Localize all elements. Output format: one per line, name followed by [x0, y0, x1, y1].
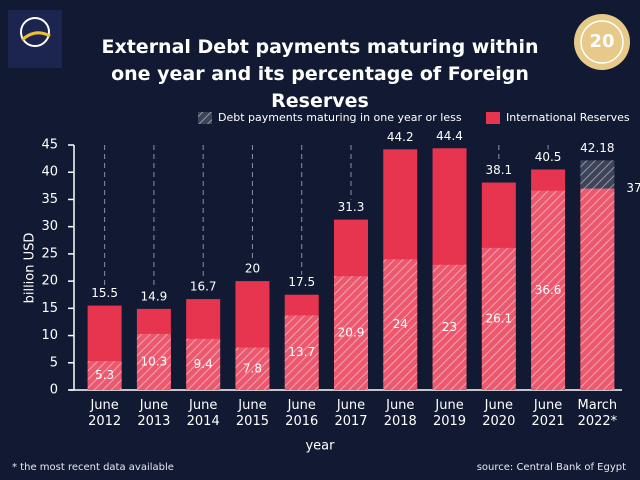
footnote: * the most recent data available [12, 462, 174, 473]
x-tick-label: June 2014 [186, 398, 220, 429]
reserves-value-label: 17.5 [288, 275, 315, 289]
reserves-value-label: 31.3 [338, 200, 365, 214]
legend-label: Debt payments maturing in one year or le… [218, 111, 462, 124]
debt-value-label: 7.8 [243, 361, 262, 375]
x-tick-label: June 2020 [482, 398, 516, 429]
y-tick-label: 15 [41, 301, 58, 316]
badge-text: 20 [589, 31, 614, 52]
debt-bar [580, 160, 615, 390]
y-tick-label: 0 [50, 383, 58, 398]
y-tick-label: 25 [41, 246, 58, 261]
x-tick-label: June 2016 [285, 398, 319, 429]
debt-value-label: 26.1 [485, 311, 512, 325]
y-tick-label: 40 [41, 165, 58, 180]
legend-label: International Reserves [506, 111, 630, 124]
reserves-value-label: 44.4 [436, 129, 463, 143]
x-tick-label: June 2017 [334, 398, 368, 429]
x-tick-label: June 2015 [235, 398, 269, 429]
badge: 20 [574, 14, 630, 70]
y-axis-label: billion USD [23, 233, 38, 304]
legend-swatch [198, 112, 212, 124]
debt-value-label: 42.18 [580, 141, 614, 155]
reserves-value-label: 14.9 [141, 289, 168, 303]
reserves-value-label: 38.1 [485, 163, 512, 177]
x-tick-label: June 2013 [137, 398, 171, 429]
reserves-value-label: 37 [626, 181, 640, 195]
x-tick-label: June 2012 [88, 398, 122, 429]
debt-bar [87, 361, 122, 390]
y-tick-label: 5 [50, 355, 58, 370]
logo [8, 10, 62, 68]
x-axis-label: year [305, 439, 335, 454]
debt-bar [235, 347, 270, 390]
debt-value-label: 23 [442, 320, 457, 334]
reserves-value-label: 16.7 [190, 280, 217, 294]
debt-value-label: 20.9 [338, 326, 365, 340]
debt-bar [136, 333, 171, 390]
debt-value-label: 36.6 [535, 283, 562, 297]
debt-bar [531, 190, 566, 390]
y-tick-label: 20 [41, 274, 58, 289]
reserves-value-label: 40.5 [535, 150, 562, 164]
debt-bar [284, 315, 319, 390]
debt-value-label: 9.4 [194, 357, 213, 371]
reserves-value-label: 15.5 [91, 286, 118, 300]
debt-bar [334, 276, 368, 390]
debt-bar [383, 259, 418, 390]
debt-value-label: 5.3 [95, 368, 114, 382]
x-tick-label: June 2019 [432, 398, 467, 429]
chart-title: External Debt payments maturing within o… [101, 36, 539, 112]
reserves-value-label: 44.2 [387, 130, 414, 144]
y-tick-label: 30 [41, 219, 58, 234]
debt-value-label: 13.7 [288, 345, 315, 359]
source: source: Central Bank of Egypt [476, 462, 626, 473]
legend-swatch [486, 112, 500, 124]
y-tick-label: 10 [41, 328, 58, 343]
debt-bar [481, 247, 516, 390]
x-tick-label: June 2018 [383, 398, 417, 429]
debt-value-label: 24 [393, 317, 408, 331]
y-tick-label: 45 [41, 138, 58, 153]
debt-bar [432, 264, 467, 390]
x-tick-label: March 2022* [577, 398, 618, 429]
debt-bar [186, 338, 221, 390]
y-tick-label: 35 [41, 192, 58, 207]
debt-value-label: 10.3 [141, 354, 168, 368]
reserves-value-label: 20 [245, 262, 260, 276]
x-tick-label: June 2021 [531, 398, 565, 429]
